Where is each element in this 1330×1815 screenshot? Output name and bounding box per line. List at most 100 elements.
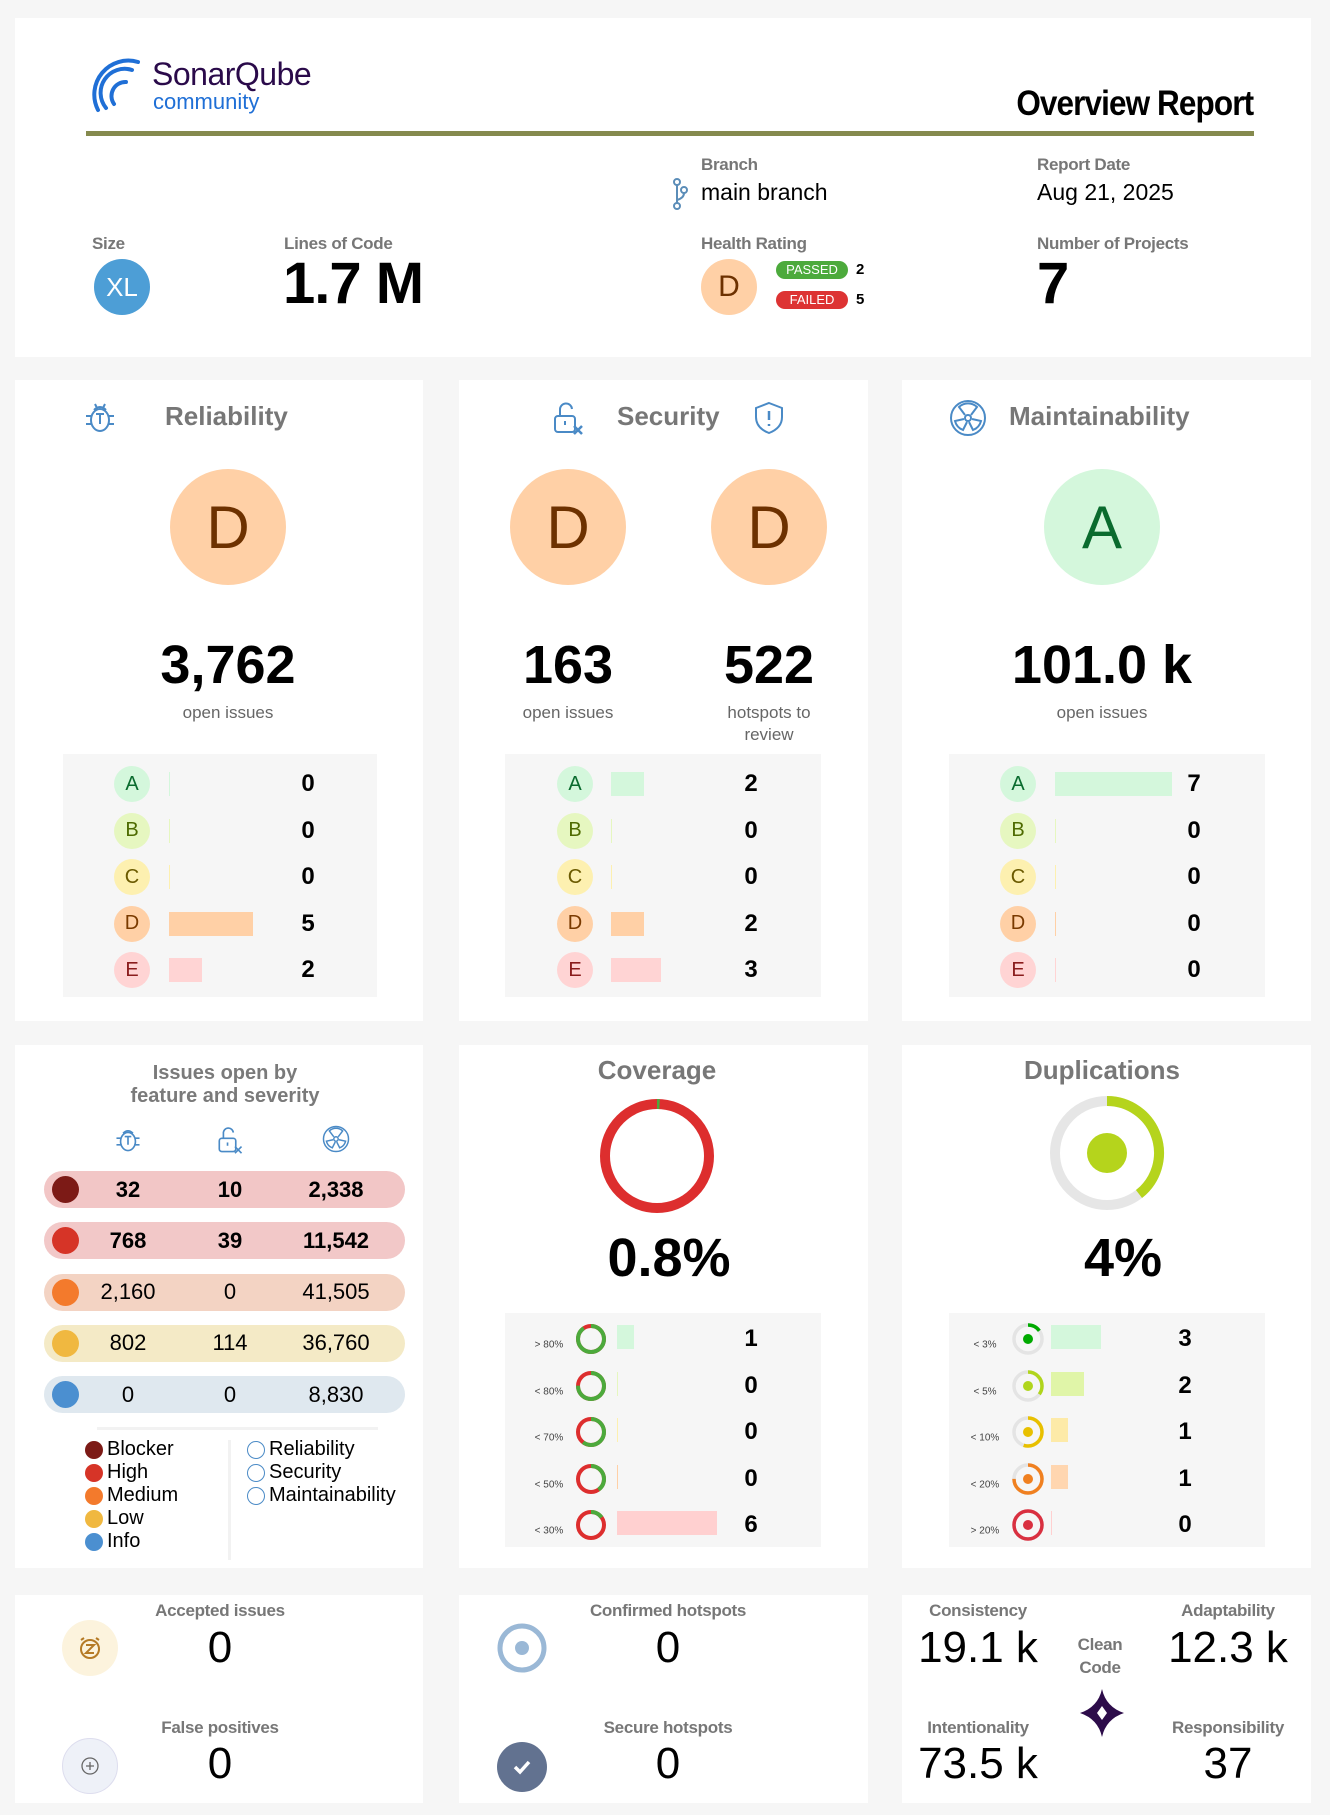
report-date-value: Aug 21, 2025 bbox=[1037, 179, 1174, 205]
false-positive-icon bbox=[62, 1738, 118, 1794]
adaptability-label: Adaptability bbox=[1181, 1601, 1275, 1620]
distribution-bar bbox=[617, 1371, 618, 1396]
duplications-donut bbox=[1050, 1096, 1165, 1210]
distribution-count: 0 bbox=[744, 1371, 758, 1399]
rating-letter-D: D bbox=[557, 905, 593, 942]
duplication-level-icon bbox=[1012, 1369, 1044, 1402]
rating-letter-C: C bbox=[1000, 859, 1036, 895]
distribution-row: > 80% 1 bbox=[505, 1319, 821, 1359]
maintainability-title: Maintainability bbox=[1009, 401, 1190, 431]
duplication-level-dot bbox=[1023, 1380, 1033, 1391]
accepted-value: 0 bbox=[207, 1623, 233, 1672]
legend-item-maintainability: Maintainability bbox=[247, 1484, 396, 1507]
coverage-level-icon bbox=[576, 1370, 606, 1401]
projects-label: Number of Projects bbox=[1037, 234, 1189, 253]
severity-count: 10 bbox=[217, 1176, 243, 1202]
legend-item-high: High bbox=[85, 1461, 178, 1484]
distribution-bar bbox=[1051, 1371, 1085, 1396]
accepted-card: Accepted issues 0 False positives 0 bbox=[15, 1595, 423, 1803]
rating-letter-B: B bbox=[557, 812, 593, 849]
severity-count: 0 bbox=[223, 1279, 237, 1305]
health-rating-badge: D bbox=[701, 259, 757, 315]
legend-label: High bbox=[107, 1461, 149, 1483]
coverage-level-icon-fill bbox=[576, 1370, 606, 1401]
coverage-ring-fill bbox=[600, 1099, 714, 1213]
coverage-level-icon bbox=[576, 1417, 606, 1447]
distribution-row: < 20% 1 bbox=[949, 1459, 1265, 1499]
severity-row-high: 768 39 11,542 bbox=[44, 1222, 405, 1260]
rating-count: 0 bbox=[301, 816, 315, 844]
reliability-count: 3,762 bbox=[160, 635, 296, 695]
duplication-level-icon-fill bbox=[1012, 1509, 1044, 1541]
distribution-count: 0 bbox=[1178, 1511, 1192, 1538]
distribution-count: 2 bbox=[1178, 1371, 1192, 1399]
distribution-count: 3 bbox=[1178, 1325, 1192, 1352]
distribution-count: 0 bbox=[744, 1418, 758, 1445]
rating-bar bbox=[169, 958, 203, 982]
false-positives-label: False positives bbox=[161, 1718, 279, 1737]
legend-divider bbox=[97, 1427, 378, 1430]
duplications-card: Duplications 4% < 3% 3 < 5% 2 < 10% 1 < 20% 1 > … bbox=[902, 1045, 1311, 1568]
coverage-ring bbox=[600, 1099, 714, 1213]
secure-hotspot-icon bbox=[497, 1742, 547, 1792]
logo-subtext: community bbox=[153, 89, 260, 114]
duplication-level-icon-fill bbox=[1012, 1323, 1044, 1355]
legend-item-reliability: Reliability bbox=[247, 1438, 396, 1461]
rating-bar bbox=[611, 958, 662, 982]
rating-count: 0 bbox=[744, 816, 758, 844]
severity-row-blocker: 32 10 2,338 bbox=[44, 1171, 405, 1208]
hotspot-count: 522 bbox=[723, 635, 815, 695]
rating-bar bbox=[169, 865, 170, 889]
security-column-icon bbox=[218, 1127, 243, 1154]
loc-label: Lines of Code bbox=[284, 234, 393, 253]
coverage-level-icon bbox=[576, 1324, 606, 1354]
rating-letter-A: A bbox=[1000, 766, 1036, 802]
severity-count: 802 bbox=[109, 1330, 147, 1356]
failed-count: 5 bbox=[856, 291, 865, 308]
legend-item-security: Security bbox=[247, 1461, 396, 1484]
range-label: < 5% bbox=[973, 1386, 997, 1397]
rating-count: 2 bbox=[744, 909, 758, 937]
reliability-rating: D bbox=[170, 469, 286, 585]
severity-card: Issues open by feature and severity Bloc… bbox=[15, 1045, 423, 1568]
coverage-distribution: > 80% 1 < 80% 0 < 70% 0 < 50% 0 < 30% 6 bbox=[505, 1313, 821, 1547]
distribution-count: 1 bbox=[1178, 1464, 1192, 1492]
info-icon bbox=[52, 1381, 79, 1409]
rating-count: 2 bbox=[301, 956, 315, 983]
severity-count: 39 bbox=[217, 1227, 243, 1253]
confirmed-hotspots-label: Confirmed hotspots bbox=[589, 1601, 747, 1620]
range-label: > 20% bbox=[970, 1525, 1000, 1537]
coverage-title: Coverage bbox=[597, 1055, 717, 1085]
distribution-row: > 20% 0 bbox=[949, 1505, 1265, 1545]
clean-code-star-icon bbox=[1080, 1689, 1124, 1737]
rating-count: 0 bbox=[301, 770, 315, 797]
logo-text: SonarQube bbox=[152, 56, 312, 92]
legend-item-info: Info bbox=[85, 1530, 178, 1553]
duplications-distribution: < 3% 3 < 5% 2 < 10% 1 < 20% 1 > 20% 0 bbox=[949, 1313, 1265, 1547]
rating-bar bbox=[1055, 958, 1056, 982]
false-positives-value: 0 bbox=[207, 1739, 233, 1788]
accepted-label: Accepted issues bbox=[155, 1601, 285, 1620]
rating-bar bbox=[1055, 865, 1056, 889]
legend-item-blocker: Blocker bbox=[85, 1438, 178, 1461]
sonarqube-logo: SonarQube community bbox=[92, 56, 352, 116]
intentionality-label: Intentionality bbox=[927, 1718, 1029, 1737]
blocker-icon bbox=[52, 1176, 79, 1203]
range-label: < 30% bbox=[534, 1525, 564, 1537]
page-title: Overview Report bbox=[1016, 84, 1254, 123]
adaptability-value: 12.3 k bbox=[1168, 1623, 1288, 1672]
rating-letter-A: A bbox=[557, 766, 593, 802]
maintainability-icon bbox=[247, 1486, 265, 1505]
range-label: < 20% bbox=[970, 1479, 1000, 1490]
confirmed-hotspot-icon bbox=[497, 1623, 547, 1673]
rating-bar bbox=[1055, 818, 1056, 843]
distribution-row: < 30% 6 bbox=[505, 1505, 821, 1545]
legend-item-medium: Medium bbox=[85, 1484, 178, 1507]
